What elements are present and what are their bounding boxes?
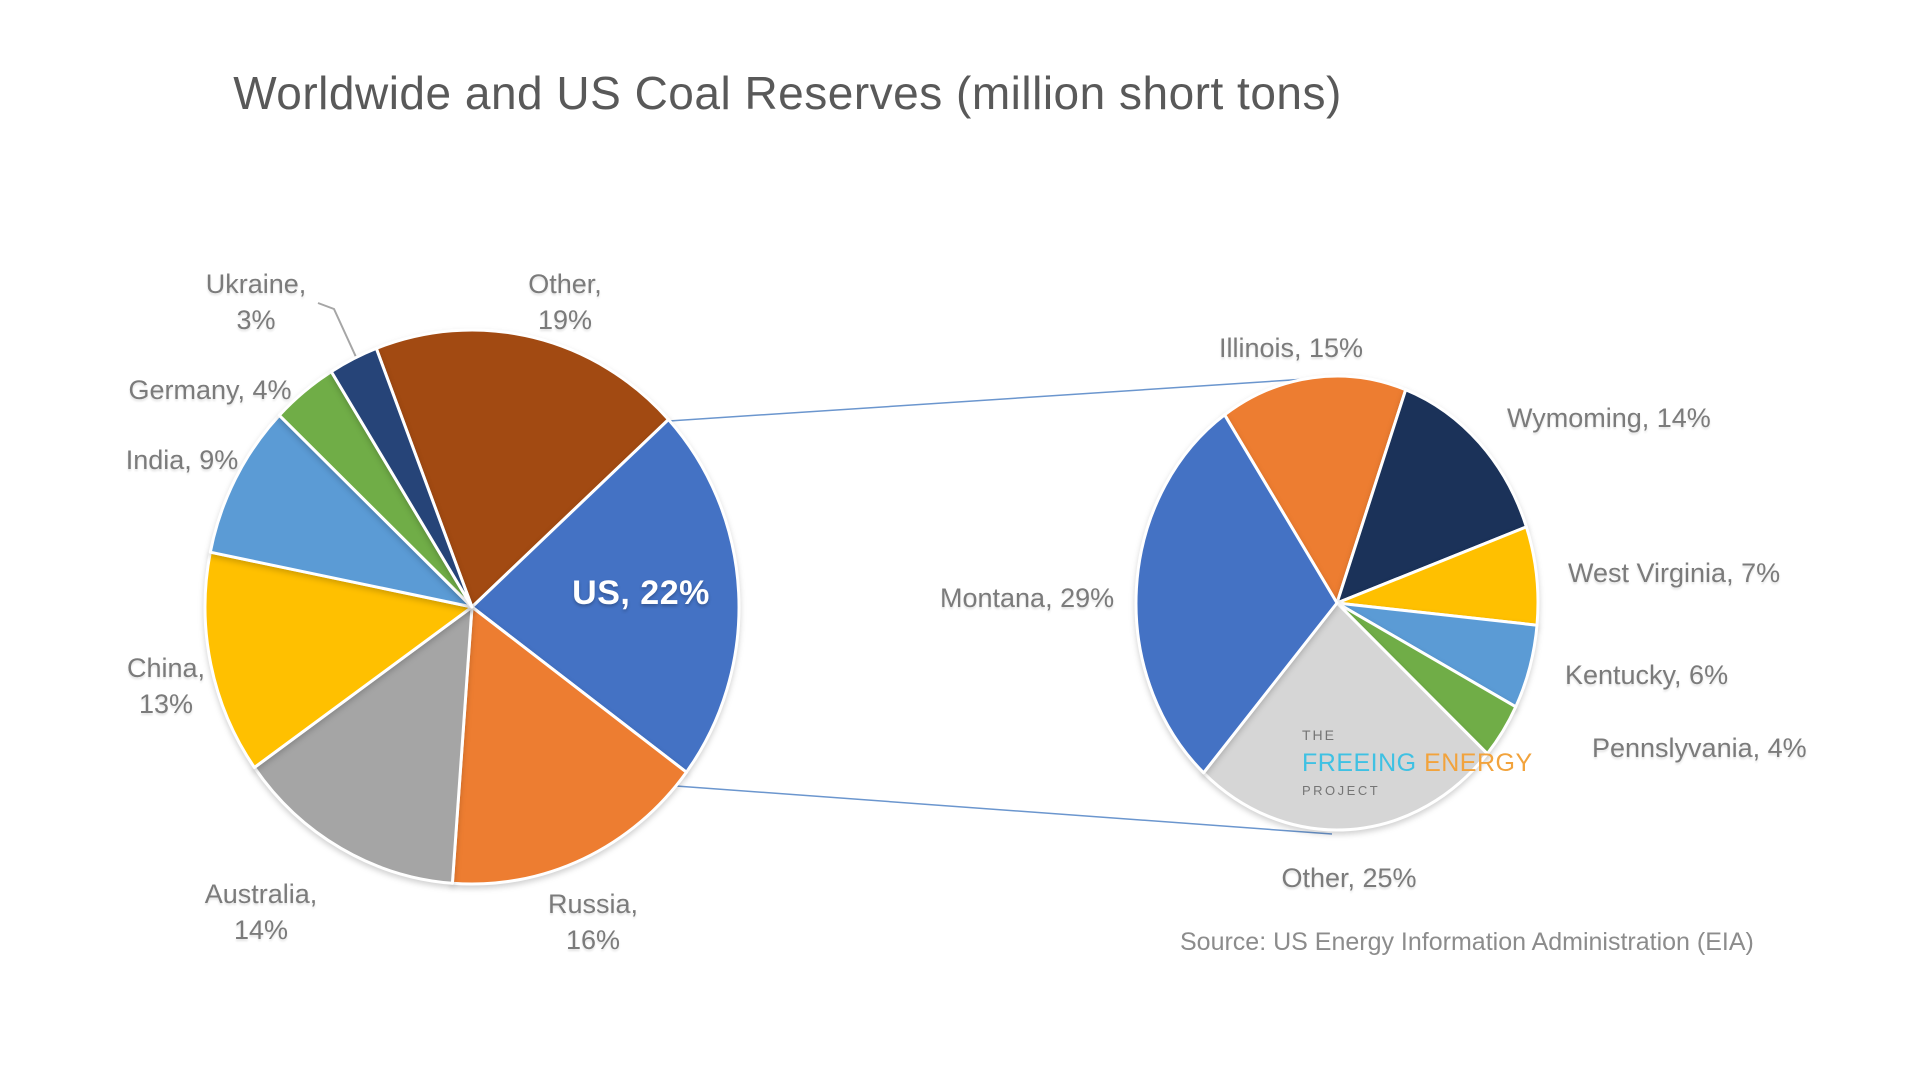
freeing-energy-project-logo: THE FREEING ENERGY PROJECT [1302, 728, 1533, 797]
label-other-world: Other, 19% [528, 269, 602, 335]
label-montana: Montana, 29% [940, 583, 1115, 613]
logo-line-the: THE [1302, 727, 1336, 743]
pie-slice-other [374, 328, 670, 609]
source-attribution: Source: US Energy Information Administra… [1180, 928, 1754, 956]
pie-us-states [1134, 374, 1540, 832]
label-us-slice: US, 22% [572, 574, 710, 612]
logo-word-freeing: FREEING [1302, 749, 1425, 777]
logo-line-main: FREEING ENERGY [1302, 751, 1533, 776]
label-other-states: Other, 25% [1281, 863, 1417, 893]
pie-slice-wymoming [1335, 388, 1528, 605]
label-pennslyvania: Pennslyvania, 4% [1592, 733, 1807, 763]
pie-link-line-bottom [675, 785, 1333, 835]
pie-slice-india [208, 413, 474, 609]
label-kentucky: Kentucky, 6% [1565, 660, 1729, 690]
chart-title: Worldwide and US Coal Reserves (million … [233, 67, 1342, 119]
pie-slice-china [203, 550, 474, 769]
pie-slice-australia [252, 605, 474, 885]
label-india: India, 9% [125, 445, 239, 475]
label-wymoming: Wymoming, 14% [1507, 403, 1711, 433]
ukraine-leader-line [317, 302, 357, 358]
label-illinois: Illinois, 15% [1218, 333, 1364, 363]
pie-slice-montana [1134, 413, 1339, 775]
pie-slice-russia [450, 605, 688, 886]
label-ukraine: Ukraine, 3% [205, 269, 307, 335]
label-russia: Russia, 16% [547, 889, 639, 955]
label-china: China, 13% [126, 653, 206, 719]
label-west-virginia: West Virginia, 7% [1568, 558, 1781, 588]
pie-slice-ukraine [329, 346, 474, 609]
logo-word-energy: ENERGY [1424, 749, 1533, 777]
pie-link-line-top [668, 376, 1338, 422]
pie-slice-other [1202, 601, 1489, 832]
pie-world [203, 328, 741, 886]
pie-slice-us [470, 418, 741, 774]
label-germany: Germany, 4% [128, 375, 292, 405]
label-australia: Australia, 14% [204, 879, 318, 945]
pie-slice-illinois [1223, 374, 1408, 605]
logo-line-project: PROJECT [1302, 783, 1381, 798]
